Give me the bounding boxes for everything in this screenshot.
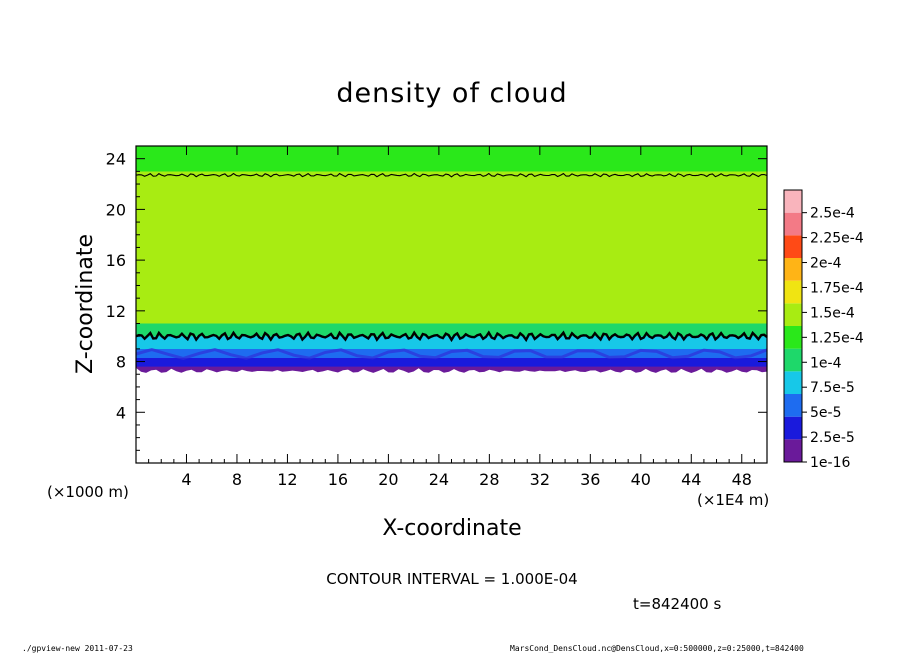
time-label: t=842400 s xyxy=(633,595,721,613)
colorbar-label: 1.25e-4 xyxy=(810,330,864,346)
colorbar-swatch xyxy=(784,280,802,304)
x-tick-label: 40 xyxy=(631,470,651,489)
cloud-base-band xyxy=(136,366,767,373)
x-tick-label: 12 xyxy=(277,470,297,489)
colorbar-label: 1.5e-4 xyxy=(810,305,855,321)
y-tick-label: 24 xyxy=(106,150,126,169)
x-tick-label: 44 xyxy=(681,470,701,489)
y-axis-label: Z-coordinate xyxy=(73,234,98,374)
colorbar: 1e-16 2.5e-5 5e-5 7.5e-5 1e-4 1.25e-4 1.5e-4 1.… xyxy=(783,189,864,471)
y-tick-label: 16 xyxy=(106,251,126,270)
x-tick-label: 20 xyxy=(378,470,398,489)
colorbar-swatch xyxy=(784,394,802,417)
x-tick-label: 16 xyxy=(328,470,348,489)
x-tick-label: 48 xyxy=(732,470,752,489)
ripple-band xyxy=(135,347,768,360)
colorbar-label: 1e-16 xyxy=(810,455,850,471)
colorbar-swatch xyxy=(784,326,802,349)
footer-right: MarsCond_DensCloud.nc@DensCloud,x=0:5000… xyxy=(510,644,804,653)
chart-title: density of cloud xyxy=(336,78,567,109)
y-axis-unit: (×1000 m) xyxy=(47,483,129,501)
y-tick-label: 4 xyxy=(116,403,126,422)
x-tick-label: 24 xyxy=(429,470,449,489)
x-axis-label: X-coordinate xyxy=(382,516,521,541)
colorbar-label: 1.75e-4 xyxy=(810,280,864,296)
x-tick-label: 8 xyxy=(232,470,242,489)
contour-line xyxy=(135,330,768,343)
y-tick-label: 20 xyxy=(106,200,126,219)
colorbar-swatch xyxy=(784,190,802,213)
y-tick-label: 12 xyxy=(106,302,126,321)
colorbar-swatch xyxy=(784,416,802,440)
colorbar-label: 7.5e-5 xyxy=(810,380,855,396)
colorbar-label: 1e-4 xyxy=(810,355,842,371)
contour-layer xyxy=(135,172,768,343)
colorbar-swatch xyxy=(784,303,802,326)
x-tick-label: 36 xyxy=(580,470,600,489)
x-tick-label: 32 xyxy=(530,470,550,489)
colorbar-swatch xyxy=(784,235,802,258)
colorbar-label: 5e-5 xyxy=(810,405,841,421)
colorbar-swatch xyxy=(784,212,802,236)
colorbar-swatch xyxy=(784,258,802,281)
field-layer xyxy=(135,146,768,463)
x-tick-label: 28 xyxy=(479,470,499,489)
density-field xyxy=(136,146,767,463)
colorbar-swatch xyxy=(784,371,802,394)
colorbar-swatch xyxy=(784,348,802,372)
colorbar-label: 2e-4 xyxy=(810,256,842,272)
contour-interval-label: CONTOUR INTERVAL = 1.000E-04 xyxy=(326,570,577,588)
footer-left: ./gpview-new 2011-07-23 xyxy=(22,644,133,653)
x-tick-label: 4 xyxy=(181,470,191,489)
y-tick-label: 8 xyxy=(116,353,126,372)
colorbar-swatch xyxy=(784,439,802,462)
colorbar-label: 2.25e-4 xyxy=(810,231,864,247)
colorbar-label: 2.5e-5 xyxy=(810,430,855,446)
x-axis-unit: (×1E4 m) xyxy=(697,491,769,509)
colorbar-frame xyxy=(783,189,803,463)
colorbar-label: 2.5e-4 xyxy=(810,206,855,222)
contour-line xyxy=(135,172,768,178)
